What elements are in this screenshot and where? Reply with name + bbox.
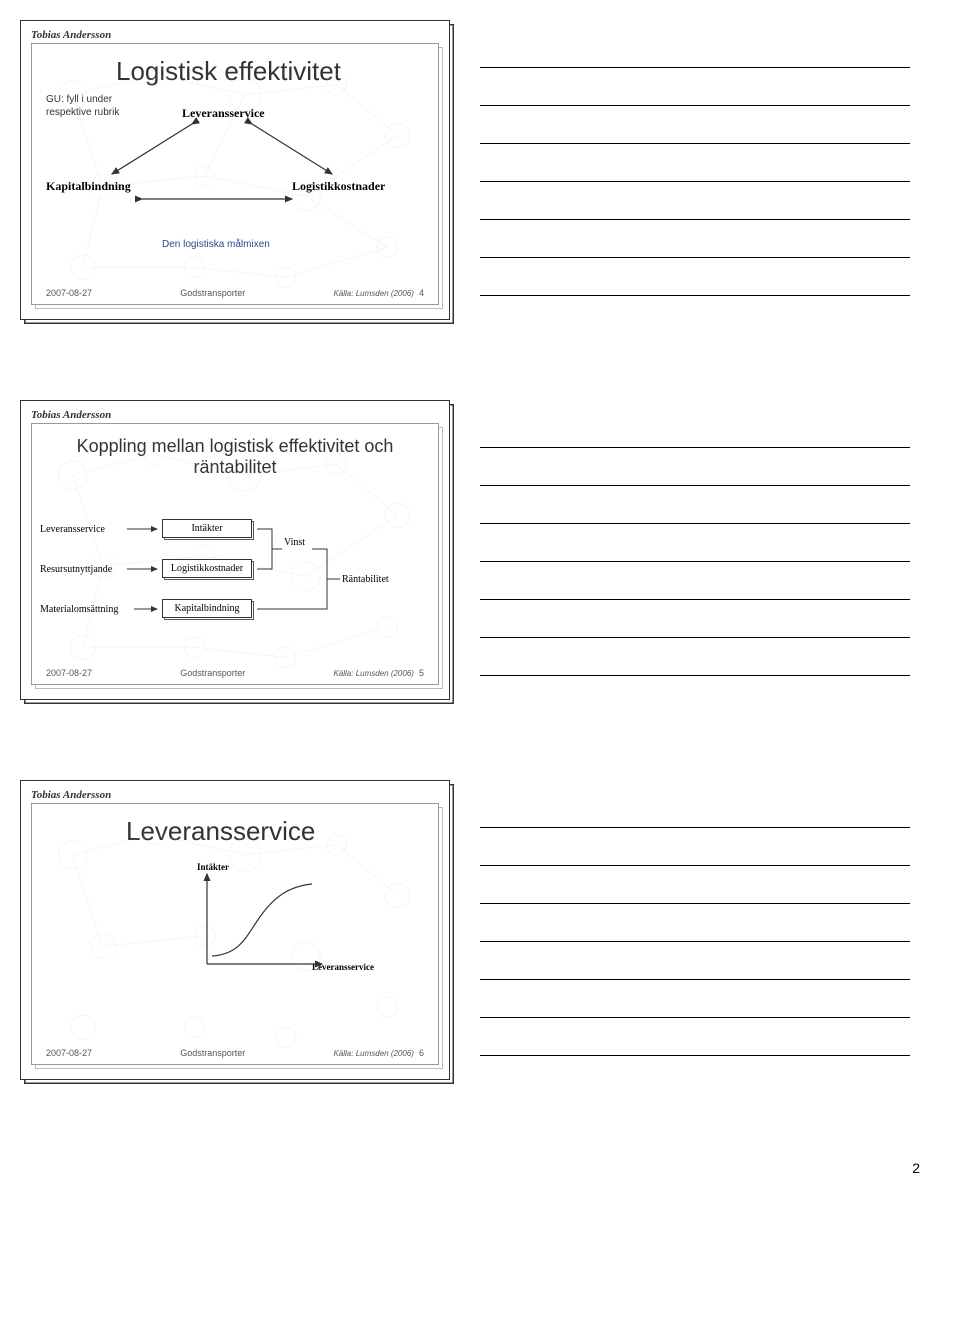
flow-connectors-icon [32,424,422,684]
slide-frame: Tobias Andersson Leveransservice Intäkte… [20,780,450,1080]
row-3: Tobias Andersson Leveransservice Intäkte… [20,780,940,1080]
notes-area-1 [480,20,910,320]
note-line [480,790,910,828]
slide-1: Tobias Andersson [20,20,450,320]
note-line [480,866,910,904]
note-line [480,486,910,524]
note-line [480,524,910,562]
note-line [480,562,910,600]
row-1: Tobias Andersson [20,20,940,320]
slide-footer: 2007-08-27 Godstransporter Källa: Lumsde… [46,1048,424,1058]
slide-inner: Logistisk effektivitet GU: fyll i under … [31,43,439,305]
notes-area-3 [480,780,910,1080]
note-line [480,30,910,68]
note-line [480,144,910,182]
footer-mid: Godstransporter [180,1048,245,1058]
author: Tobias Andersson [31,789,439,801]
footer-date: 2007-08-27 [46,1048,92,1058]
notes-area-2 [480,400,910,700]
slide-2: Tobias Andersson [20,400,450,700]
slide-footer: 2007-08-27 Godstransporter Källa: Lumsde… [46,668,424,678]
footer-mid: Godstransporter [180,668,245,678]
page-number: 2 [20,1160,920,1176]
footer-src: Källa: Lumsden (2006) [333,289,414,298]
note-line [480,1018,910,1056]
slide-footer: 2007-08-27 Godstransporter Källa: Lumsde… [46,288,424,298]
note-line [480,904,910,942]
footer-src: Källa: Lumsden (2006) [333,1049,414,1058]
s-curve-chart-icon [32,804,422,1064]
note-line [480,448,910,486]
footer-page: 6 [419,1048,424,1058]
note-line [480,106,910,144]
note-line [480,828,910,866]
slide-frame: Tobias Andersson [20,400,450,700]
caption: Den logistiska målmixen [162,239,270,250]
note-line [480,68,910,106]
note-line [480,182,910,220]
author: Tobias Andersson [31,409,439,421]
note-line [480,410,910,448]
slide-frame: Tobias Andersson [20,20,450,320]
note-line [480,258,910,296]
footer-mid: Godstransporter [180,288,245,298]
slide-inner: Leveransservice Intäkter Leveransservice… [31,803,439,1065]
note-line [480,220,910,258]
footer-src: Källa: Lumsden (2006) [333,669,414,678]
note-line [480,600,910,638]
footer-page: 4 [419,288,424,298]
footer-date: 2007-08-27 [46,288,92,298]
author: Tobias Andersson [31,29,439,41]
note-line [480,638,910,676]
row-2: Tobias Andersson [20,400,940,700]
slide-3: Tobias Andersson Leveransservice Intäkte… [20,780,450,1080]
slide-inner: Koppling mellan logistisk effektivitet o… [31,423,439,685]
note-line [480,942,910,980]
note-line [480,980,910,1018]
footer-date: 2007-08-27 [46,668,92,678]
footer-page: 5 [419,668,424,678]
